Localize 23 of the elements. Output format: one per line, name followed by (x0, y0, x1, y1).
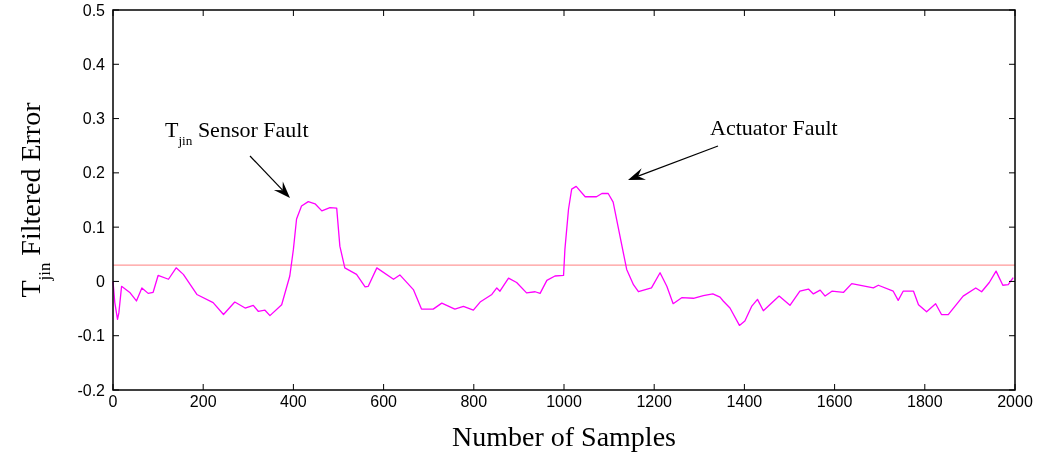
x-tick-label: 0 (108, 393, 118, 410)
x-tick-label: 2000 (997, 393, 1033, 410)
y-tick-label: 0.4 (82, 55, 106, 73)
y-tick-label: 0 (96, 273, 106, 291)
x-tick-label: 1600 (816, 393, 853, 410)
x-axis-title: Number of Samples (452, 421, 676, 452)
annotation: T$_{jin}$ Sensor Fault (165, 117, 309, 148)
x-tick-label: 1000 (546, 393, 582, 410)
line-series (112, 185, 1014, 327)
y-tick-label: 0.1 (82, 218, 106, 236)
y-tick-label: 0.3 (82, 110, 106, 128)
x-tick-label: 1400 (726, 393, 763, 410)
x-tick-label: 1200 (636, 393, 673, 410)
annotation: Actuator Fault (710, 115, 838, 140)
y-tick-label: -0.2 (77, 381, 106, 399)
y-tick-label: -0.1 (77, 327, 106, 345)
y-tick-label: 0.5 (82, 1, 106, 19)
x-tick-label: 1800 (907, 393, 943, 410)
y-tick-label: 0.2 (82, 164, 106, 182)
x-tick-label: 600 (370, 393, 398, 410)
x-tick-label: 400 (280, 393, 307, 410)
x-tick-label: 800 (460, 393, 488, 410)
x-tick-label: 200 (189, 393, 217, 410)
